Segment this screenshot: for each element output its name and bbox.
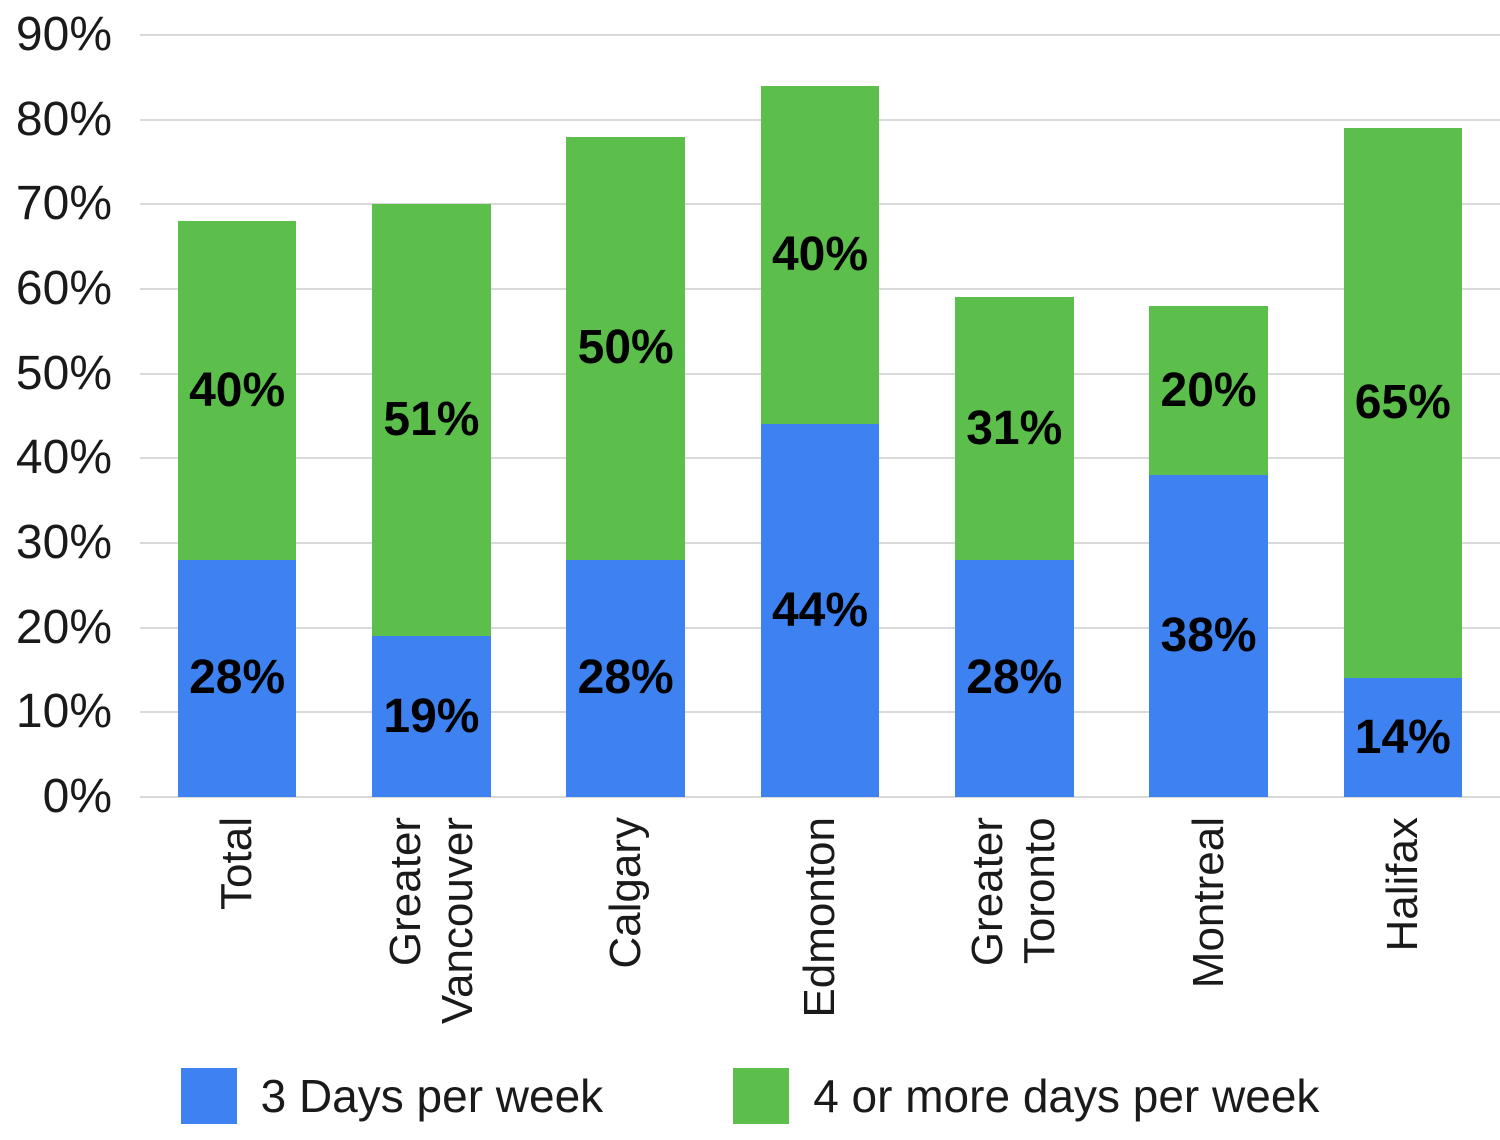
bar-total: 40% 28% bbox=[177, 35, 297, 797]
bar-greater-toronto: 31% 28% bbox=[955, 35, 1074, 797]
bar-slot-total: 40% 28% bbox=[140, 35, 334, 797]
legend-item-3-days-per-week: 3 Days per week bbox=[180, 1068, 604, 1124]
y-tick-label: 50% bbox=[15, 346, 112, 400]
bar-segment-4-or-more-days-per-week: 65% bbox=[1343, 128, 1463, 679]
bar-value-label: 28% bbox=[577, 651, 674, 705]
bar-slot-edmonton: 40% 44% bbox=[723, 35, 917, 797]
x-axis-label: Calgary bbox=[600, 817, 650, 969]
y-axis: 0% 10% 20% 30% 40% 50% 60% 70% 80% 90% bbox=[0, 11, 112, 821]
x-cell-halifax: Halifax bbox=[1306, 801, 1500, 1059]
bar-halifax: 65% 14% bbox=[1343, 35, 1463, 797]
bar-segment-3-days-per-week: 19% bbox=[372, 636, 491, 797]
gridline bbox=[140, 34, 1500, 36]
bar-segment-3-days-per-week: 28% bbox=[566, 559, 685, 797]
bar-montreal: 20% 38% bbox=[1149, 35, 1268, 797]
plot-area: 40% 28% 51% 19% 50% 28% 40% 44% 31% 28% 20% 38% 65% 1… bbox=[140, 34, 1500, 798]
bar-greater-vancouver: 51% 19% bbox=[372, 35, 491, 797]
x-cell-total: Total bbox=[140, 801, 334, 1059]
bar-value-label: 65% bbox=[1354, 376, 1451, 430]
gridline bbox=[140, 796, 1500, 798]
x-cell-calgary: Calgary bbox=[529, 801, 723, 1059]
legend-label: 4 or more days per week bbox=[813, 1070, 1320, 1122]
bar-segment-3-days-per-week: 38% bbox=[1149, 475, 1268, 797]
legend-swatch-icon bbox=[733, 1068, 790, 1124]
y-tick-label: 90% bbox=[15, 8, 112, 61]
bar-segment-3-days-per-week: 28% bbox=[177, 559, 297, 797]
x-axis-label: Greater Toronto bbox=[963, 817, 1065, 967]
bar-value-label: 28% bbox=[966, 651, 1063, 705]
bar-value-label: 51% bbox=[383, 393, 480, 447]
bar-segment-3-days-per-week: 44% bbox=[760, 424, 880, 797]
bar-value-label: 14% bbox=[1354, 710, 1451, 764]
bar-segment-4-or-more-days-per-week: 50% bbox=[566, 136, 685, 560]
bar-value-label: 19% bbox=[383, 689, 480, 743]
bars-container: 40% 28% 51% 19% 50% 28% 40% 44% 31% 28% 20% 38% 65% 1… bbox=[140, 35, 1500, 797]
bar-segment-4-or-more-days-per-week: 51% bbox=[372, 204, 491, 637]
x-axis-label: Greater Vancouver bbox=[380, 817, 482, 1025]
x-axis-label: Edmonton bbox=[795, 817, 845, 1018]
x-cell-edmonton: Edmonton bbox=[723, 801, 917, 1059]
bar-segment-4-or-more-days-per-week: 20% bbox=[1149, 305, 1268, 476]
x-axis: Total Greater Vancouver Calgary Edmonton Gre… bbox=[140, 801, 1500, 1059]
bar-edmonton: 40% 44% bbox=[760, 35, 880, 797]
bar-value-label: 31% bbox=[966, 401, 1063, 455]
y-tick-label: 60% bbox=[15, 262, 112, 315]
bar-value-label: 40% bbox=[189, 363, 286, 417]
x-axis-label: Total bbox=[212, 817, 262, 910]
x-axis-label: Halifax bbox=[1377, 817, 1427, 952]
x-cell-greater-toronto: Greater Toronto bbox=[917, 801, 1111, 1059]
y-tick-label: 10% bbox=[15, 685, 112, 739]
bar-segment-4-or-more-days-per-week: 40% bbox=[177, 221, 297, 560]
legend: 3 Days per week 4 or more days per week bbox=[0, 1068, 1500, 1124]
y-tick-label: 70% bbox=[15, 177, 112, 231]
bar-segment-3-days-per-week: 28% bbox=[955, 559, 1074, 797]
legend-item-4-or-more-days-per-week: 4 or more days per week bbox=[733, 1068, 1319, 1124]
y-tick-label: 80% bbox=[15, 92, 112, 146]
bar-slot-calgary: 50% 28% bbox=[529, 35, 723, 797]
bar-slot-montreal: 20% 38% bbox=[1111, 35, 1305, 797]
bar-segment-4-or-more-days-per-week: 40% bbox=[760, 85, 880, 425]
bar-slot-halifax: 65% 14% bbox=[1306, 35, 1500, 797]
bar-segment-4-or-more-days-per-week: 31% bbox=[955, 297, 1074, 560]
bar-value-label: 38% bbox=[1160, 609, 1257, 663]
legend-swatch-icon bbox=[180, 1068, 237, 1124]
bar-value-label: 44% bbox=[771, 583, 869, 637]
y-tick-label: 20% bbox=[15, 600, 112, 654]
y-tick-label: 40% bbox=[15, 431, 112, 485]
x-cell-montreal: Montreal bbox=[1111, 801, 1305, 1059]
y-tick-label: 30% bbox=[15, 516, 112, 569]
bar-slot-greater-toronto: 31% 28% bbox=[917, 35, 1111, 797]
x-cell-greater-vancouver: Greater Vancouver bbox=[334, 801, 528, 1059]
bar-value-label: 40% bbox=[771, 228, 869, 282]
x-axis-label: Montreal bbox=[1183, 817, 1233, 989]
bar-segment-3-days-per-week: 14% bbox=[1343, 678, 1463, 797]
bar-calgary: 50% 28% bbox=[566, 35, 685, 797]
legend-label: 3 Days per week bbox=[260, 1070, 604, 1122]
bar-value-label: 20% bbox=[1160, 363, 1257, 417]
bar-value-label: 28% bbox=[189, 651, 286, 705]
bar-slot-greater-vancouver: 51% 19% bbox=[334, 35, 528, 797]
y-tick-label: 0% bbox=[42, 770, 112, 823]
bar-value-label: 50% bbox=[577, 321, 674, 375]
